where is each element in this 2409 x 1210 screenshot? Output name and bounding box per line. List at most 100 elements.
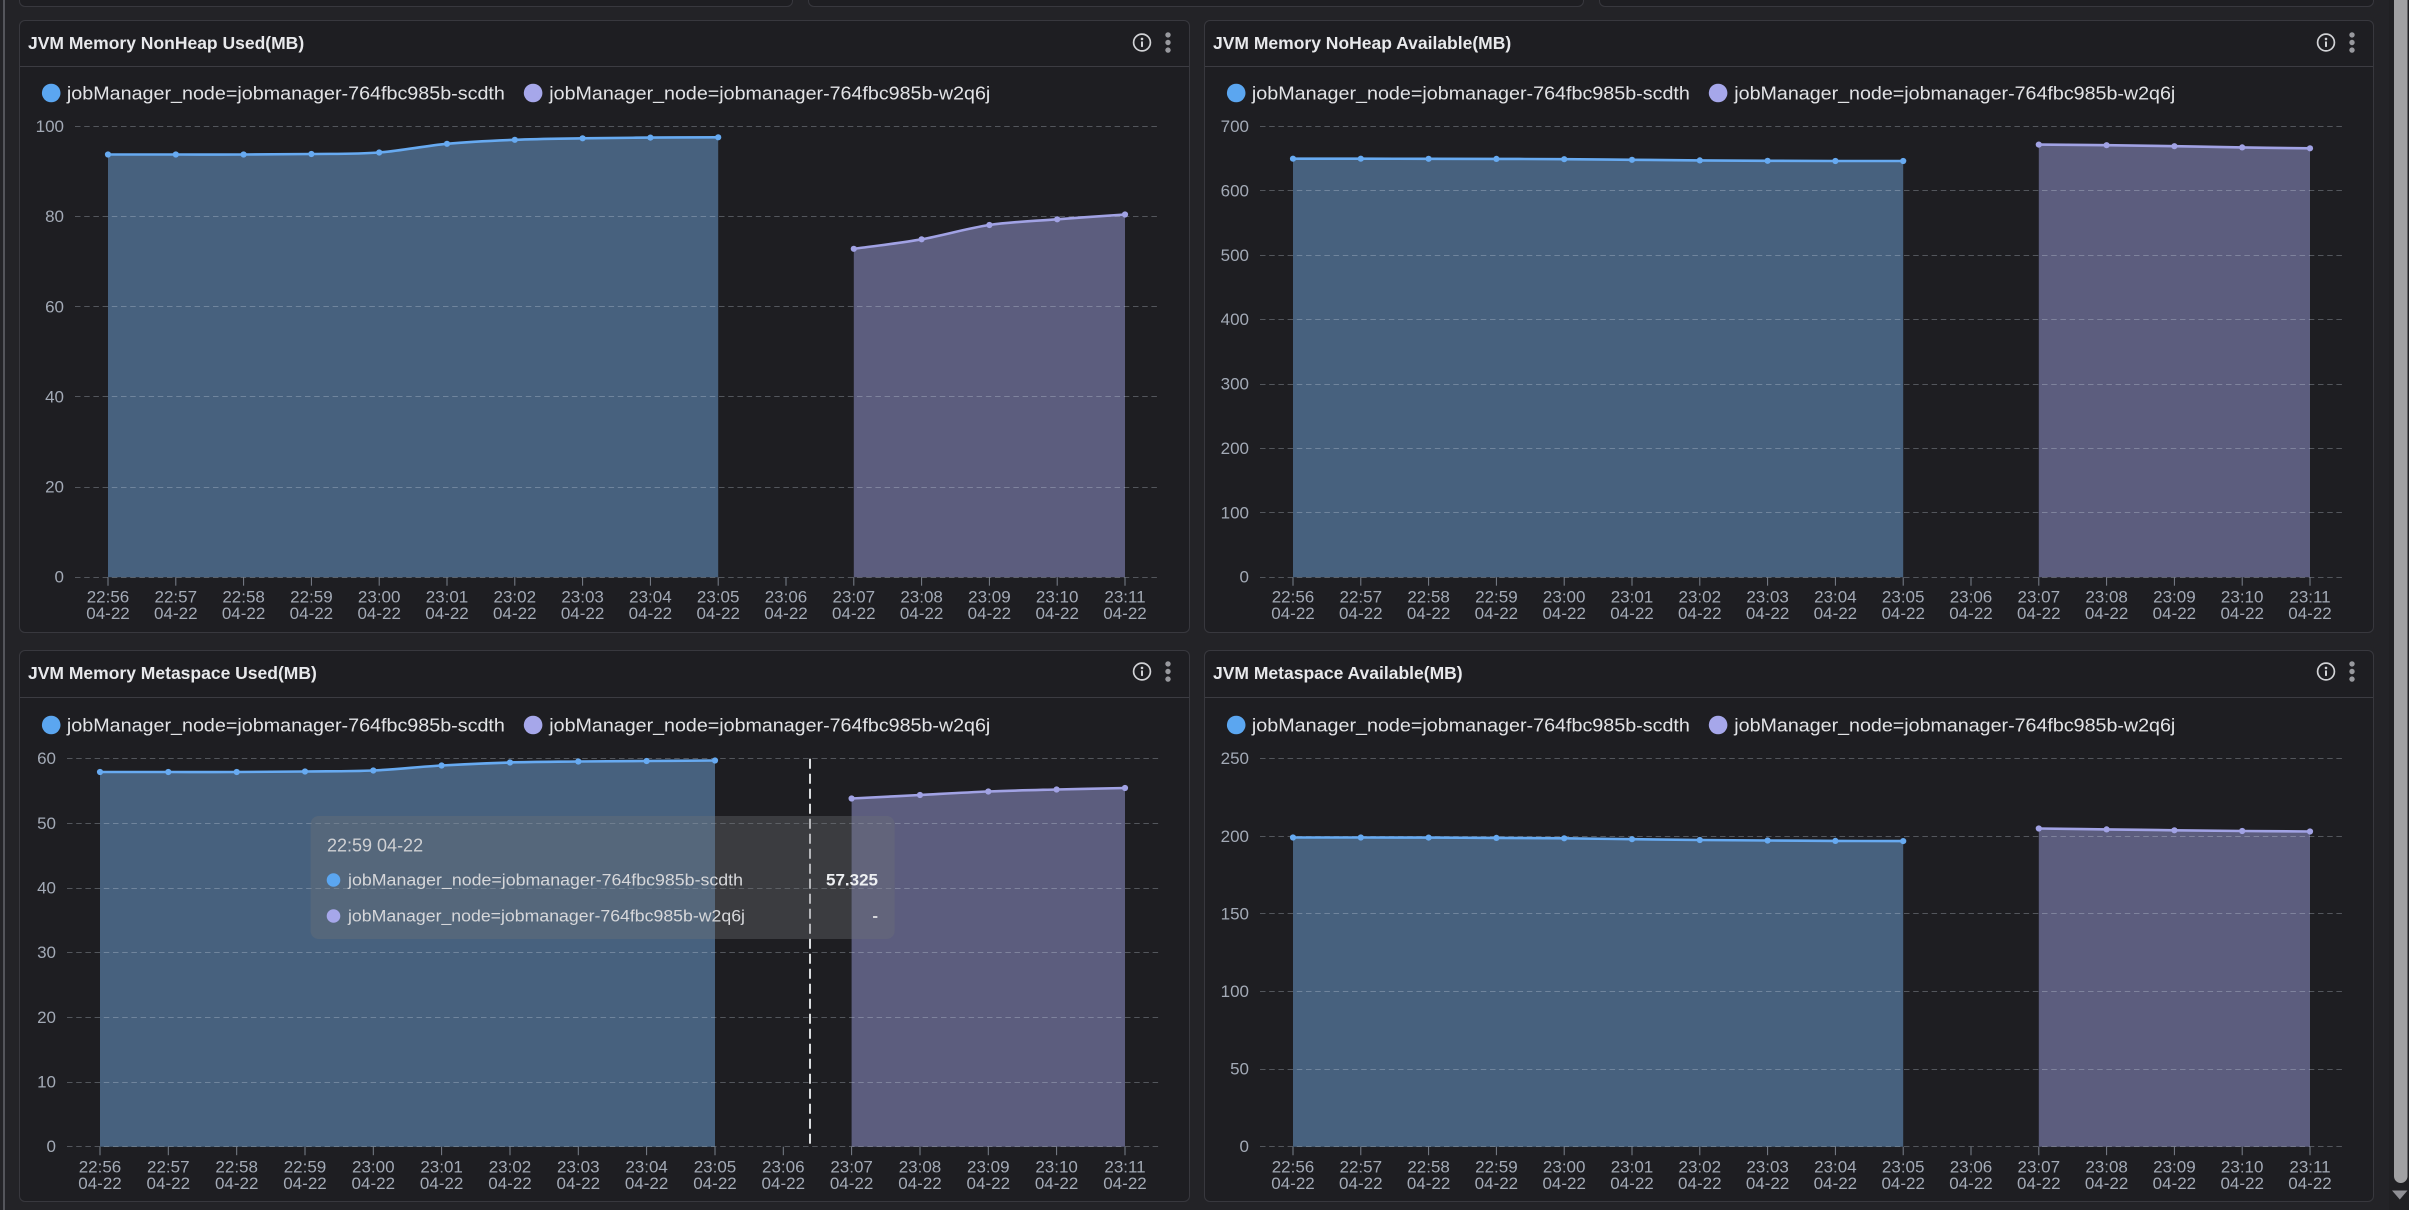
svg-text:23:11: 23:11 bbox=[2289, 588, 2330, 607]
svg-text:40: 40 bbox=[37, 879, 56, 898]
svg-text:23:10: 23:10 bbox=[1036, 588, 1079, 607]
svg-text:04-22: 04-22 bbox=[1542, 1174, 1585, 1193]
svg-text:0: 0 bbox=[1240, 568, 1249, 587]
svg-text:04-22: 04-22 bbox=[154, 604, 197, 623]
svg-text:23:01: 23:01 bbox=[1611, 588, 1654, 607]
svg-text:jobManager_node=jobmanager-764: jobManager_node=jobmanager-764fbc985b-w2… bbox=[1733, 715, 2175, 737]
svg-text:04-22: 04-22 bbox=[1475, 1174, 1518, 1193]
svg-text:04-22: 04-22 bbox=[2153, 1174, 2196, 1193]
svg-text:04-22: 04-22 bbox=[290, 604, 333, 623]
svg-text:23:06: 23:06 bbox=[1950, 1158, 1993, 1177]
svg-text:23:02: 23:02 bbox=[494, 588, 537, 607]
svg-text:04-22: 04-22 bbox=[215, 1174, 258, 1193]
svg-text:23:11: 23:11 bbox=[1104, 588, 1145, 607]
svg-text:23:07: 23:07 bbox=[2018, 1158, 2061, 1177]
svg-text:22:59: 22:59 bbox=[1475, 588, 1518, 607]
svg-text:04-22: 04-22 bbox=[1610, 604, 1653, 623]
svg-text:04-22: 04-22 bbox=[1881, 604, 1924, 623]
svg-text:04-22: 04-22 bbox=[425, 604, 468, 623]
svg-text:04-22: 04-22 bbox=[222, 604, 265, 623]
svg-text:22:57: 22:57 bbox=[1340, 1158, 1383, 1177]
svg-text:04-22: 04-22 bbox=[1271, 604, 1314, 623]
svg-text:04-22: 04-22 bbox=[557, 1174, 600, 1193]
svg-text:04-22: 04-22 bbox=[1746, 604, 1789, 623]
svg-text:22:56: 22:56 bbox=[79, 1158, 122, 1177]
svg-text:23:05: 23:05 bbox=[697, 588, 740, 607]
svg-text:23:04: 23:04 bbox=[1814, 1158, 1857, 1177]
svg-text:23:00: 23:00 bbox=[1543, 1158, 1586, 1177]
svg-text:20: 20 bbox=[37, 1008, 56, 1027]
svg-text:23:02: 23:02 bbox=[1679, 1158, 1722, 1177]
svg-text:23:05: 23:05 bbox=[1882, 1158, 1925, 1177]
svg-text:04-22: 04-22 bbox=[629, 604, 672, 623]
svg-text:jobManager_node=jobmanager-764: jobManager_node=jobmanager-764fbc985b-sc… bbox=[66, 83, 505, 105]
svg-text:60: 60 bbox=[45, 297, 64, 316]
svg-text:04-22: 04-22 bbox=[830, 1174, 873, 1193]
svg-text:23:04: 23:04 bbox=[625, 1158, 668, 1177]
svg-text:04-22: 04-22 bbox=[1103, 604, 1146, 623]
svg-text:40: 40 bbox=[45, 387, 64, 406]
svg-text:04-22: 04-22 bbox=[1103, 1174, 1146, 1193]
svg-text:100: 100 bbox=[36, 117, 64, 136]
svg-text:04-22: 04-22 bbox=[1949, 604, 1992, 623]
svg-text:500: 500 bbox=[1221, 246, 1249, 265]
svg-text:04-22: 04-22 bbox=[2288, 1174, 2331, 1193]
svg-text:23:06: 23:06 bbox=[1950, 588, 1993, 607]
svg-text:jobManager_node=jobmanager-764: jobManager_node=jobmanager-764fbc985b-w2… bbox=[548, 83, 990, 105]
svg-text:04-22: 04-22 bbox=[832, 604, 875, 623]
svg-text:23:09: 23:09 bbox=[967, 1158, 1010, 1177]
svg-text:04-22: 04-22 bbox=[2017, 1174, 2060, 1193]
svg-text:23:05: 23:05 bbox=[694, 1158, 737, 1177]
svg-text:22:58: 22:58 bbox=[1407, 1158, 1450, 1177]
svg-text:23:06: 23:06 bbox=[762, 1158, 805, 1177]
svg-text:23:09: 23:09 bbox=[2153, 1158, 2196, 1177]
svg-text:150: 150 bbox=[1221, 904, 1249, 923]
svg-text:jobManager_node=jobmanager-764: jobManager_node=jobmanager-764fbc985b-sc… bbox=[1251, 715, 1690, 737]
svg-text:80: 80 bbox=[45, 207, 64, 226]
svg-text:04-22: 04-22 bbox=[1407, 604, 1450, 623]
svg-text:jobManager_node=jobmanager-764: jobManager_node=jobmanager-764fbc985b-w2… bbox=[548, 715, 990, 737]
svg-text:04-22: 04-22 bbox=[561, 604, 604, 623]
svg-text:04-22: 04-22 bbox=[1407, 1174, 1450, 1193]
svg-text:04-22: 04-22 bbox=[2017, 604, 2060, 623]
svg-text:22:58: 22:58 bbox=[222, 588, 265, 607]
svg-text:23:07: 23:07 bbox=[830, 1158, 873, 1177]
svg-text:04-22: 04-22 bbox=[1746, 1174, 1789, 1193]
svg-text:-: - bbox=[872, 907, 878, 926]
svg-text:22:57: 22:57 bbox=[155, 588, 198, 607]
svg-text:22:56: 22:56 bbox=[1272, 1158, 1315, 1177]
svg-text:22:56: 22:56 bbox=[87, 588, 130, 607]
svg-text:23:01: 23:01 bbox=[426, 588, 469, 607]
svg-text:23:04: 23:04 bbox=[1814, 588, 1857, 607]
svg-text:04-22: 04-22 bbox=[1678, 604, 1721, 623]
svg-text:04-22: 04-22 bbox=[1339, 1174, 1382, 1193]
svg-text:50: 50 bbox=[1230, 1060, 1249, 1079]
svg-text:04-22: 04-22 bbox=[898, 1174, 941, 1193]
svg-text:200: 200 bbox=[1221, 439, 1249, 458]
svg-text:300: 300 bbox=[1221, 375, 1249, 394]
svg-text:04-22: 04-22 bbox=[283, 1174, 326, 1193]
svg-text:23:04: 23:04 bbox=[629, 588, 672, 607]
svg-text:04-22: 04-22 bbox=[2220, 1174, 2263, 1193]
svg-text:23:08: 23:08 bbox=[2085, 1158, 2128, 1177]
svg-text:22:58: 22:58 bbox=[1407, 588, 1450, 607]
svg-text:23:00: 23:00 bbox=[358, 588, 401, 607]
svg-text:23:06: 23:06 bbox=[765, 588, 808, 607]
svg-text:700: 700 bbox=[1221, 117, 1249, 136]
svg-text:20: 20 bbox=[45, 478, 64, 497]
svg-text:23:10: 23:10 bbox=[2221, 588, 2264, 607]
svg-text:04-22: 04-22 bbox=[86, 604, 129, 623]
svg-text:23:07: 23:07 bbox=[2018, 588, 2061, 607]
svg-text:04-22: 04-22 bbox=[1814, 1174, 1857, 1193]
svg-text:04-22: 04-22 bbox=[488, 1174, 531, 1193]
svg-text:57.325: 57.325 bbox=[826, 871, 878, 890]
svg-text:04-22: 04-22 bbox=[1678, 1174, 1721, 1193]
svg-text:23:08: 23:08 bbox=[2085, 588, 2128, 607]
svg-text:04-22: 04-22 bbox=[78, 1174, 121, 1193]
svg-text:600: 600 bbox=[1221, 181, 1249, 200]
svg-text:23:10: 23:10 bbox=[2221, 1158, 2264, 1177]
svg-text:0: 0 bbox=[47, 1137, 56, 1156]
svg-text:23:00: 23:00 bbox=[352, 1158, 395, 1177]
svg-text:30: 30 bbox=[37, 943, 56, 962]
svg-text:23:09: 23:09 bbox=[968, 588, 1011, 607]
